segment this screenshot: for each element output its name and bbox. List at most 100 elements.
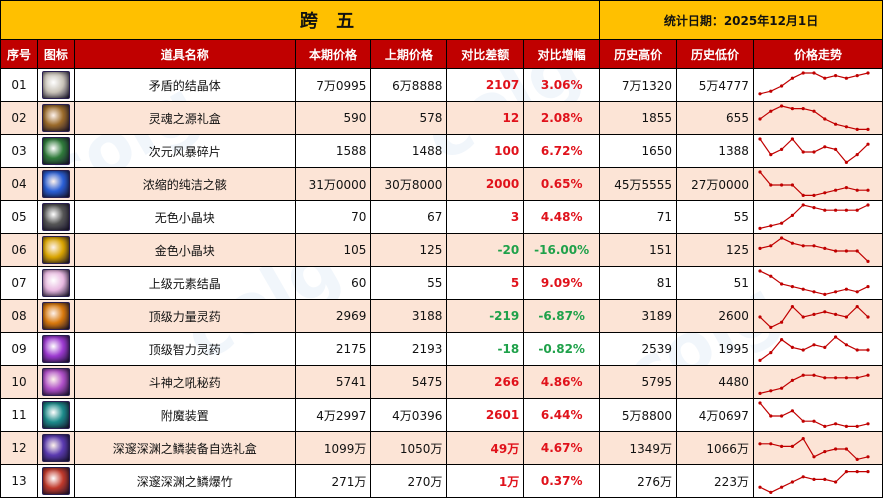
price-diff: 5 (446, 266, 525, 300)
price-diff: 1万 (446, 464, 525, 498)
item-name: 上级元素结晶 (73, 266, 296, 300)
current-price: 590 (294, 101, 372, 135)
price-change-pct: -0.82% (523, 332, 601, 366)
item-name: 浓缩的纯洁之骸 (73, 167, 296, 201)
table-row[interactable]: 04 浓缩的纯洁之骸 31万0000 30万8000 2000 0.65% 45万5555 2… (0, 167, 883, 201)
item-icon-cell (36, 134, 75, 168)
price-diff: 2000 (446, 167, 525, 201)
item-icon-cell (36, 68, 75, 102)
history-high: 2539 (599, 332, 678, 366)
col-header-index[interactable]: 序号 (0, 39, 38, 69)
price-diff: 3 (446, 200, 525, 234)
table-row[interactable]: 09 顶级智力灵药 2175 2193 -18 -0.82% 2539 1995 (0, 332, 883, 366)
col-header-previous-price[interactable]: 上期价格 (370, 39, 448, 69)
history-high: 1349万 (599, 431, 678, 465)
col-header-trend[interactable]: 价格走势 (752, 39, 883, 69)
orb-icon (41, 170, 70, 198)
item-icon-cell (36, 200, 75, 234)
col-header-diff[interactable]: 对比差额 (446, 39, 525, 69)
table-row[interactable]: 06 金色小晶块 105 125 -20 -16.00% 151 125 (0, 233, 883, 267)
price-change-pct: 4.48% (523, 200, 601, 234)
history-low: 1995 (676, 332, 754, 366)
price-diff: 2107 (446, 68, 525, 102)
table-row[interactable]: 03 次元风暴碎片 1588 1488 100 6.72% 1650 1388 (0, 134, 883, 168)
current-price: 5741 (294, 365, 372, 399)
price-change-pct: 3.06% (523, 68, 601, 102)
history-high: 81 (599, 266, 678, 300)
trend-sparkline (758, 373, 870, 395)
item-name: 顶级智力灵药 (73, 332, 296, 366)
table-row[interactable]: 13 深邃深渊之鳞爆竹 271万 270万 1万 0.37% 276万 223万 (0, 464, 883, 498)
previous-price: 1050万 (370, 431, 448, 465)
col-header-pct[interactable]: 对比增幅 (523, 39, 601, 69)
row-index: 12 (0, 431, 38, 465)
item-icon-cell (36, 332, 75, 366)
table-row[interactable]: 12 深邃深渊之鳞装备自选礼盒 1099万 1050万 49万 4.67% 1349万 106… (0, 431, 883, 465)
table-row[interactable]: 11 附魔装置 4万2997 4万0396 2601 6.44% 5万8800 4万0697 (0, 398, 883, 432)
history-low: 4480 (676, 365, 754, 399)
trend-sparkline (758, 170, 870, 197)
history-high: 151 (599, 233, 678, 267)
gold-cube-icon (41, 236, 70, 264)
price-change-pct: 0.37% (523, 464, 601, 498)
history-high: 1855 (599, 101, 678, 135)
history-high: 276万 (599, 464, 678, 498)
item-name: 深邃深渊之鳞爆竹 (73, 464, 296, 498)
trend-sparkline (758, 401, 870, 428)
price-trend-cell (752, 299, 883, 333)
row-index: 02 (0, 101, 38, 135)
history-low: 27万0000 (676, 167, 754, 201)
current-price: 70 (294, 200, 372, 234)
current-price: 1588 (294, 134, 372, 168)
table-row[interactable]: 10 斗神之吼秘药 5741 5475 266 4.86% 5795 4480 (0, 365, 883, 399)
table-row[interactable]: 07 上级元素结晶 60 55 5 9.09% 81 51 (0, 266, 883, 300)
trend-sparkline (758, 71, 870, 96)
current-price: 60 (294, 266, 372, 300)
history-low: 5万4777 (676, 68, 754, 102)
table-row[interactable]: 01 矛盾的结晶体 7万0995 6万8888 2107 3.06% 7万1320 5万477… (0, 68, 883, 102)
price-trend-cell (752, 134, 883, 168)
current-price: 271万 (294, 464, 372, 498)
table-row[interactable]: 05 无色小晶块 70 67 3 4.48% 71 55 (0, 200, 883, 234)
current-price: 7万0995 (294, 68, 372, 102)
previous-price: 55 (370, 266, 448, 300)
row-index: 04 (0, 167, 38, 201)
gray-cube-icon (41, 203, 70, 231)
item-icon-cell (36, 464, 75, 498)
history-high: 3189 (599, 299, 678, 333)
item-name: 灵魂之源礼盒 (73, 101, 296, 135)
item-name: 矛盾的结晶体 (73, 68, 296, 102)
col-header-item-name[interactable]: 道具名称 (73, 39, 296, 69)
item-name: 附魔装置 (73, 398, 296, 432)
item-icon-cell (36, 398, 75, 432)
price-trend-cell (752, 398, 883, 432)
table-row[interactable]: 02 灵魂之源礼盒 590 578 12 2.08% 1855 655 (0, 101, 883, 135)
current-price: 2969 (294, 299, 372, 333)
previous-price: 4万0396 (370, 398, 448, 432)
price-diff: -219 (446, 299, 525, 333)
trend-sparkline (758, 305, 870, 329)
col-header-low[interactable]: 历史低价 (676, 39, 754, 69)
item-name: 次元风暴碎片 (73, 134, 296, 168)
shard-icon (41, 137, 70, 165)
price-change-pct: -16.00% (523, 233, 601, 267)
col-header-high[interactable]: 历史高价 (599, 39, 678, 69)
column-header-row: 序号 图标 道具名称 本期价格 上期价格 对比差额 对比增幅 历史高价 历史低价… (0, 39, 883, 69)
price-change-pct: 4.86% (523, 365, 601, 399)
price-diff: -20 (446, 233, 525, 267)
row-index: 10 (0, 365, 38, 399)
col-header-icon[interactable]: 图标 (36, 39, 75, 69)
current-price: 31万0000 (294, 167, 372, 201)
price-trend-cell (752, 464, 883, 498)
price-change-pct: 0.65% (523, 167, 601, 201)
gift-box-icon (41, 104, 70, 132)
trend-sparkline (758, 335, 870, 362)
table-row[interactable]: 08 顶级力量灵药 2969 3188 -219 -6.87% 3189 2600 (0, 299, 883, 333)
trend-sparkline (758, 269, 870, 296)
col-header-current-price[interactable]: 本期价格 (294, 39, 372, 69)
page-title: 跨 五 (0, 0, 601, 40)
strength-elixir-icon (41, 302, 70, 330)
previous-price: 67 (370, 200, 448, 234)
